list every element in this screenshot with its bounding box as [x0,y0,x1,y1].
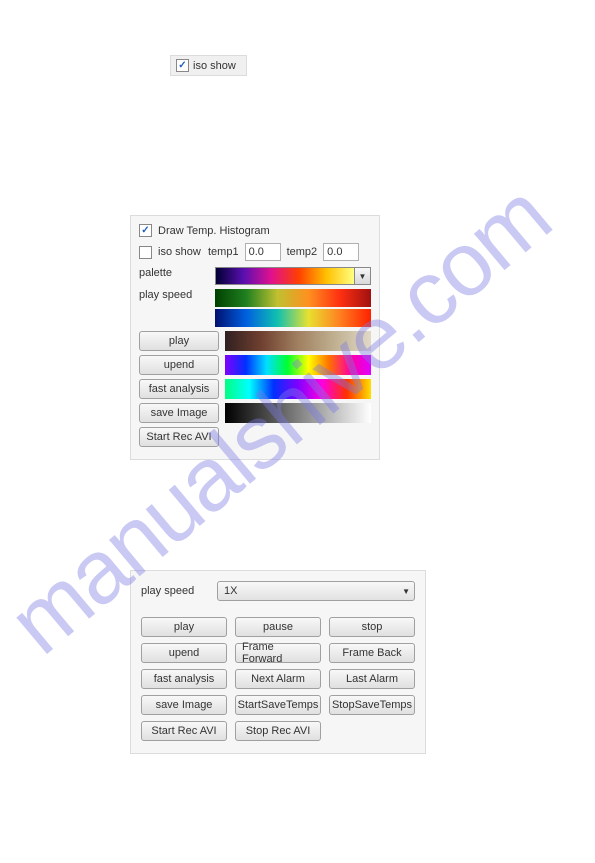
temp1-input[interactable] [245,243,281,261]
upend-button[interactable]: upend [139,355,219,375]
frame-forward-button[interactable]: Frame Forward [235,643,321,663]
upend-button[interactable]: upend [141,643,227,663]
palette-option[interactable] [215,289,371,307]
start-rec-avi-button[interactable]: Start Rec AVI [139,427,219,447]
chevron-down-icon[interactable]: ▼ [354,268,370,284]
fast-analysis-button[interactable]: fast analysis [141,669,227,689]
palette-label: palette [139,267,209,279]
palette-option[interactable] [225,355,371,375]
palette-option[interactable] [225,331,371,351]
next-alarm-button[interactable]: Next Alarm [235,669,321,689]
fast-analysis-button[interactable]: fast analysis [139,379,219,399]
histogram-panel: Draw Temp. Histogram iso show temp1 temp… [130,215,380,460]
last-alarm-button[interactable]: Last Alarm [329,669,415,689]
start-save-temps-button[interactable]: StartSaveTemps [235,695,321,715]
temp2-label: temp2 [287,246,318,258]
play-speed-value: 1X [224,585,237,597]
temp2-input[interactable] [323,243,359,261]
stop-save-temps-button[interactable]: StopSaveTemps [329,695,415,715]
iso-show-mini-panel: iso show [170,55,247,76]
iso-show-label-2: iso show [158,246,202,258]
temp1-label: temp1 [208,246,239,258]
play-speed-label-3: play speed [141,585,211,597]
play-speed-label: play speed [139,289,209,301]
iso-show-label: iso show [193,60,236,72]
palette-option[interactable] [225,379,371,399]
draw-histogram-checkbox[interactable] [139,224,152,237]
palette-dropdown[interactable]: ▼ [215,267,371,285]
playback-controls-panel: play speed 1X ▼ play pause stop upend Fr… [130,570,426,754]
play-button[interactable]: play [141,617,227,637]
save-image-button[interactable]: save Image [139,403,219,423]
palette-option[interactable] [215,309,371,327]
save-image-button[interactable]: save Image [141,695,227,715]
iso-show-checkbox-2[interactable] [139,246,152,259]
iso-show-checkbox[interactable] [176,59,189,72]
stop-button[interactable]: stop [329,617,415,637]
start-rec-avi-button[interactable]: Start Rec AVI [141,721,227,741]
chevron-down-icon: ▼ [402,587,410,596]
stop-rec-avi-button[interactable]: Stop Rec AVI [235,721,321,741]
pause-button[interactable]: pause [235,617,321,637]
draw-histogram-label: Draw Temp. Histogram [158,225,270,237]
frame-back-button[interactable]: Frame Back [329,643,415,663]
palette-option[interactable] [225,403,371,423]
play-speed-combo[interactable]: 1X ▼ [217,581,415,601]
play-button[interactable]: play [139,331,219,351]
